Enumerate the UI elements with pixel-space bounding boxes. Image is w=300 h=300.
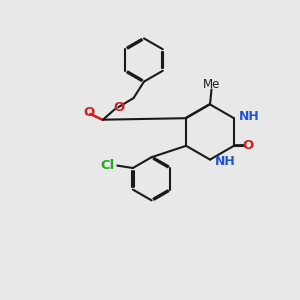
Text: O: O [83, 106, 94, 119]
Text: O: O [113, 100, 124, 114]
Text: NH: NH [239, 110, 260, 123]
Text: NH: NH [215, 154, 236, 168]
Text: Me: Me [203, 77, 220, 91]
Text: O: O [243, 139, 254, 152]
Text: Cl: Cl [100, 159, 115, 172]
